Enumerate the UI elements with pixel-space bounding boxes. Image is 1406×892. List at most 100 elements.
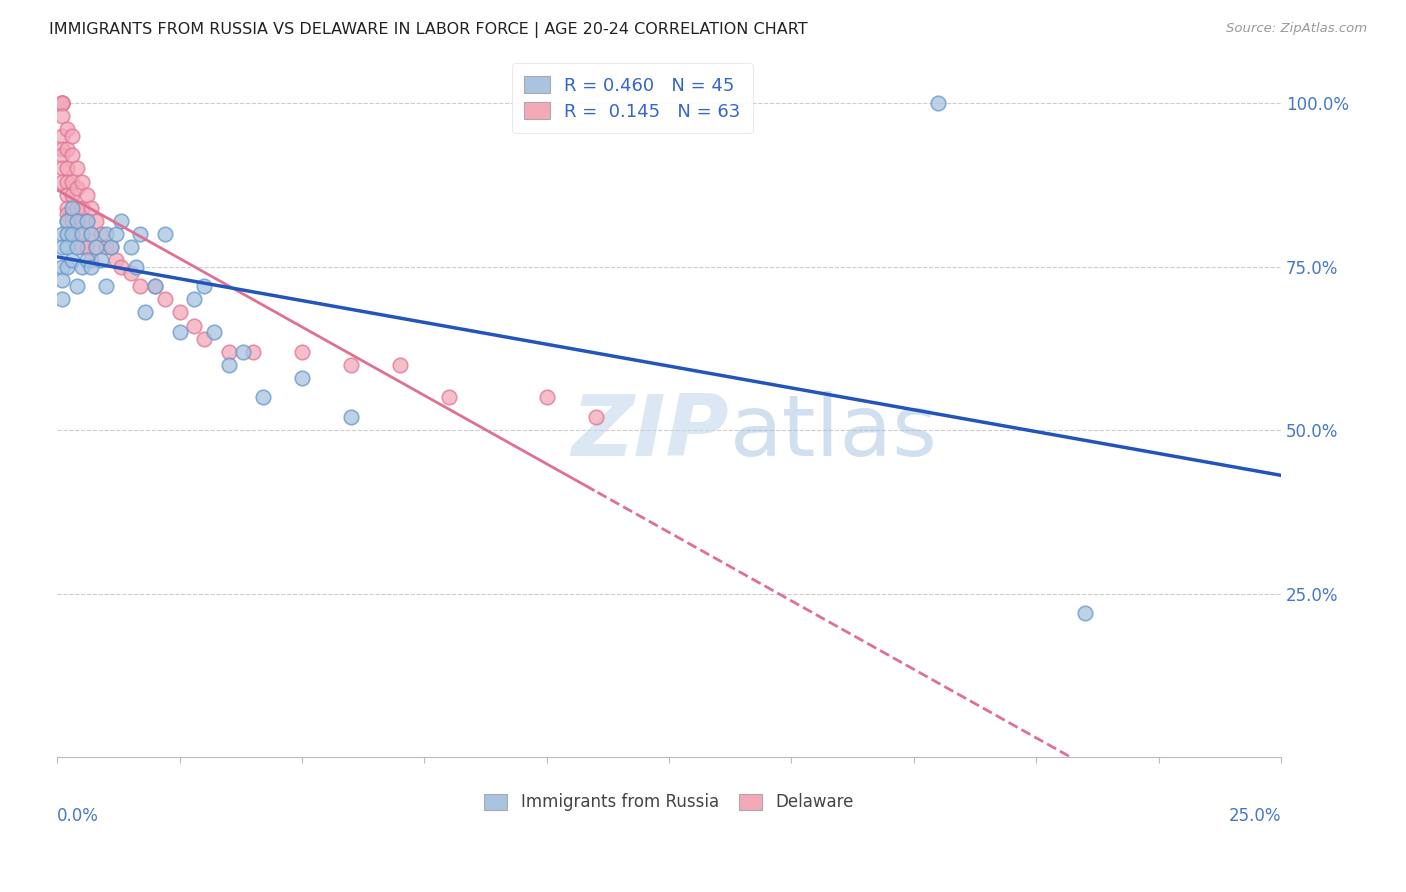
Point bbox=[104, 253, 127, 268]
Point bbox=[60, 148, 83, 162]
Point bbox=[70, 201, 93, 215]
Point bbox=[56, 175, 79, 189]
Point bbox=[51, 161, 73, 176]
Point bbox=[90, 227, 112, 241]
Point bbox=[56, 214, 79, 228]
Point bbox=[56, 201, 79, 215]
Point bbox=[66, 214, 89, 228]
Point bbox=[104, 227, 127, 241]
Point bbox=[252, 391, 274, 405]
Point bbox=[94, 240, 117, 254]
Point bbox=[56, 187, 79, 202]
Point bbox=[60, 128, 83, 143]
Point bbox=[80, 227, 103, 241]
Point bbox=[51, 227, 73, 241]
Point bbox=[51, 293, 73, 307]
Point bbox=[388, 358, 411, 372]
Point bbox=[76, 214, 98, 228]
Point bbox=[94, 227, 117, 241]
Point bbox=[100, 240, 122, 254]
Point bbox=[51, 273, 73, 287]
Text: 0.0%: 0.0% bbox=[58, 807, 98, 825]
Point bbox=[169, 325, 191, 339]
Point bbox=[153, 293, 176, 307]
Point bbox=[242, 344, 264, 359]
Point bbox=[120, 266, 142, 280]
Point bbox=[129, 279, 152, 293]
Point bbox=[76, 187, 98, 202]
Point bbox=[51, 96, 73, 111]
Point bbox=[110, 260, 132, 274]
Point bbox=[124, 260, 146, 274]
Point bbox=[60, 175, 83, 189]
Point bbox=[60, 253, 83, 268]
Point bbox=[56, 122, 79, 136]
Point bbox=[70, 214, 93, 228]
Point bbox=[80, 227, 103, 241]
Text: IMMIGRANTS FROM RUSSIA VS DELAWARE IN LABOR FORCE | AGE 20-24 CORRELATION CHART: IMMIGRANTS FROM RUSSIA VS DELAWARE IN LA… bbox=[49, 22, 808, 38]
Point bbox=[66, 227, 89, 241]
Point bbox=[60, 214, 83, 228]
Point bbox=[193, 279, 215, 293]
Point bbox=[51, 109, 73, 123]
Legend: Immigrants from Russia, Delaware: Immigrants from Russia, Delaware bbox=[475, 785, 862, 820]
Point bbox=[129, 227, 152, 241]
Point bbox=[193, 332, 215, 346]
Point bbox=[232, 344, 254, 359]
Point bbox=[66, 201, 89, 215]
Point bbox=[60, 227, 83, 241]
Point bbox=[56, 207, 79, 221]
Point bbox=[51, 96, 73, 111]
Point bbox=[218, 344, 240, 359]
Text: 25.0%: 25.0% bbox=[1229, 807, 1281, 825]
Point bbox=[76, 214, 98, 228]
Point bbox=[110, 214, 132, 228]
Point bbox=[169, 305, 191, 319]
Point bbox=[66, 161, 89, 176]
Point bbox=[56, 214, 79, 228]
Point bbox=[70, 240, 93, 254]
Point bbox=[51, 142, 73, 156]
Point bbox=[143, 279, 166, 293]
Text: Source: ZipAtlas.com: Source: ZipAtlas.com bbox=[1226, 22, 1367, 36]
Point bbox=[183, 318, 205, 333]
Point bbox=[120, 240, 142, 254]
Point bbox=[86, 214, 108, 228]
Point bbox=[1074, 607, 1097, 621]
Point bbox=[76, 253, 98, 268]
Point bbox=[70, 175, 93, 189]
Point bbox=[60, 227, 83, 241]
Point bbox=[100, 240, 122, 254]
Point bbox=[80, 260, 103, 274]
Point bbox=[585, 410, 607, 425]
Point bbox=[86, 240, 108, 254]
Point bbox=[51, 96, 73, 111]
Point bbox=[536, 391, 558, 405]
Point bbox=[60, 201, 83, 215]
Point bbox=[51, 260, 73, 274]
Point bbox=[143, 279, 166, 293]
Point bbox=[70, 260, 93, 274]
Point bbox=[51, 175, 73, 189]
Point bbox=[51, 148, 73, 162]
Point bbox=[66, 279, 89, 293]
Point bbox=[80, 201, 103, 215]
Point bbox=[66, 240, 89, 254]
Point bbox=[60, 207, 83, 221]
Point bbox=[76, 240, 98, 254]
Text: ZIP: ZIP bbox=[571, 391, 728, 474]
Point bbox=[291, 371, 314, 385]
Point bbox=[56, 240, 79, 254]
Point bbox=[70, 227, 93, 241]
Point bbox=[340, 358, 363, 372]
Point bbox=[56, 161, 79, 176]
Point bbox=[66, 181, 89, 195]
Point bbox=[56, 227, 79, 241]
Point bbox=[56, 227, 79, 241]
Point bbox=[437, 391, 460, 405]
Point bbox=[183, 293, 205, 307]
Point bbox=[291, 344, 314, 359]
Point bbox=[51, 240, 73, 254]
Point bbox=[927, 96, 949, 111]
Point bbox=[90, 253, 112, 268]
